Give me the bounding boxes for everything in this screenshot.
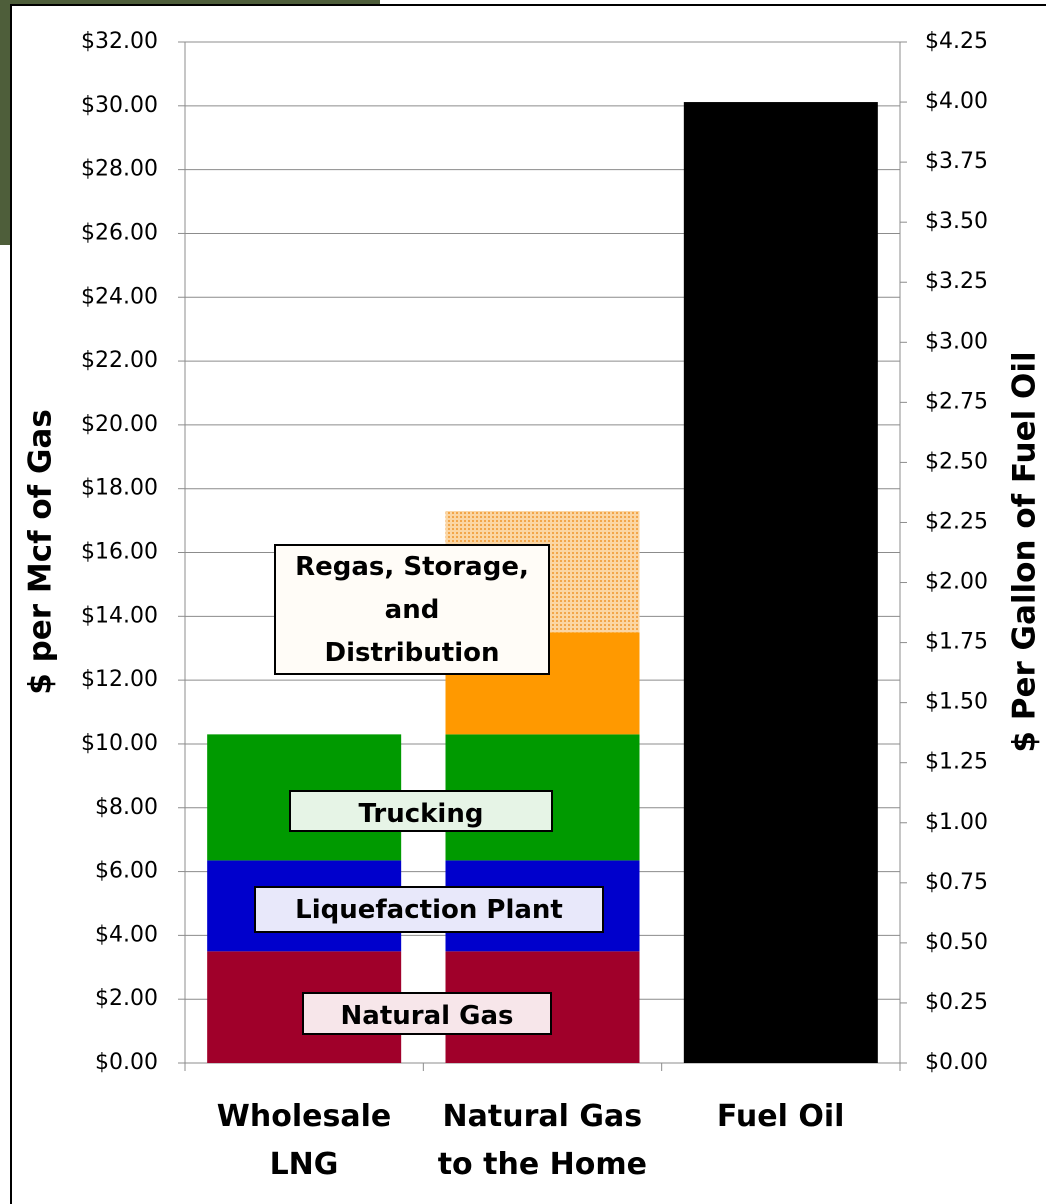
bar-segment [683, 102, 878, 1063]
y2-tick-label: $1.50 [925, 690, 988, 715]
y2-tick-label: $1.25 [925, 750, 988, 775]
series-label: Natural Gas [302, 992, 552, 1035]
y-tick-label: $10.00 [81, 731, 158, 756]
y2-tick-label: $3.75 [925, 149, 988, 174]
y-tick-label: $30.00 [81, 93, 158, 118]
x-tick-label: Wholesale LNG [216, 1099, 392, 1182]
y2-tick-label: $3.50 [925, 209, 988, 234]
y-tick-label: $0.00 [95, 1050, 158, 1075]
y-tick-label: $8.00 [95, 795, 158, 820]
y-tick-label: $26.00 [81, 220, 158, 245]
y2-tick-label: $4.00 [925, 89, 988, 114]
y2-tick-label: $0.75 [925, 870, 988, 895]
y-tick-label: $20.00 [81, 412, 158, 437]
y-axis-title: $ per Mcf of Gas [23, 409, 59, 695]
series-label: Regas, Storage, and Distribution [274, 544, 550, 675]
y2-tick-label: $3.25 [925, 269, 988, 294]
x-tick-label: Fuel Oil [716, 1099, 845, 1134]
y-tick-label: $32.00 [81, 29, 158, 54]
y2-tick-label: $2.50 [925, 449, 988, 474]
series-label: Trucking [289, 790, 553, 832]
y-tick-label: $16.00 [81, 540, 158, 565]
y2-tick-label: $0.00 [925, 1050, 988, 1075]
y-tick-label: $24.00 [81, 284, 158, 309]
y-tick-label: $22.00 [81, 348, 158, 373]
y-tick-label: $12.00 [81, 667, 158, 692]
y-tick-label: $14.00 [81, 603, 158, 628]
y2-tick-label: $3.00 [925, 329, 988, 354]
x-tick-label: Natural Gas to the Home [437, 1099, 647, 1182]
series-label: Liquefaction Plant [254, 886, 604, 933]
y2-tick-label: $2.25 [925, 509, 988, 534]
y2-tick-label: $1.75 [925, 630, 988, 655]
y-tick-label: $2.00 [95, 986, 158, 1011]
y2-tick-label: $0.50 [925, 930, 988, 955]
y2-tick-label: $1.00 [925, 810, 988, 835]
y-tick-label: $4.00 [95, 922, 158, 947]
y2-axis-title: $ Per Gallon of Fuel Oil [1007, 351, 1043, 752]
y-tick-label: $6.00 [95, 859, 158, 884]
y2-tick-label: $4.25 [925, 29, 988, 54]
y2-tick-label: $2.00 [925, 570, 988, 595]
y2-tick-label: $0.25 [925, 990, 988, 1015]
y2-tick-label: $2.75 [925, 389, 988, 414]
y-tick-label: $18.00 [81, 476, 158, 501]
y-tick-label: $28.00 [81, 157, 158, 182]
